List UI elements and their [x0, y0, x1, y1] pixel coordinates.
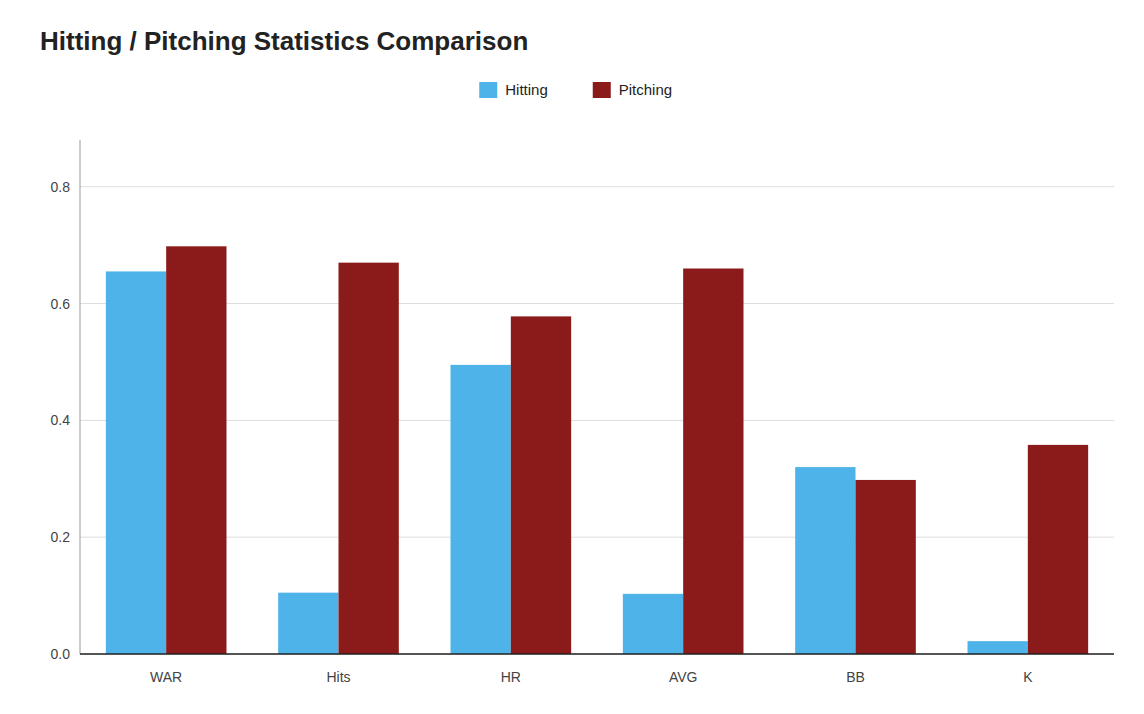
y-axis-line	[80, 140, 81, 654]
x-tick-label: HR	[501, 669, 521, 685]
x-tick-label: BB	[846, 669, 865, 685]
bar	[968, 641, 1028, 654]
y-tick-label: 0.2	[51, 529, 71, 545]
grid	[80, 187, 1114, 654]
bar	[511, 316, 571, 654]
bar	[623, 594, 683, 654]
bar	[339, 263, 399, 654]
bar	[1028, 445, 1088, 654]
bar	[683, 269, 743, 655]
bar	[795, 467, 855, 654]
y-tick-label: 0.8	[51, 179, 71, 195]
title: Hitting / Pitching Statistics Comparison	[40, 26, 528, 56]
bar	[106, 271, 166, 654]
y-tick-label: 0.6	[51, 296, 71, 312]
x-tick-label: AVG	[669, 669, 698, 685]
x-tick-label: Hits	[326, 669, 350, 685]
bars	[106, 246, 1088, 654]
y-tick-label: 0.4	[51, 412, 71, 428]
legend-label: Hitting	[505, 81, 548, 98]
legend-swatch	[593, 82, 611, 98]
bar	[856, 480, 916, 654]
bar	[278, 593, 338, 654]
legend-label: Pitching	[619, 81, 672, 98]
grid-line	[80, 186, 1114, 187]
grid-line	[80, 420, 1114, 421]
x-tick-label: WAR	[150, 669, 182, 685]
chart-svg: Hitting / Pitching Statistics Comparison…	[0, 0, 1144, 714]
bar	[166, 246, 226, 654]
grid-line	[80, 303, 1114, 304]
legend-swatch	[479, 82, 497, 98]
bar	[451, 365, 511, 654]
x-tick-label: K	[1023, 669, 1033, 685]
chart-container: Hitting / Pitching Statistics Comparison…	[0, 0, 1144, 714]
grid-line	[80, 654, 1114, 655]
legend: Hitting Pitching	[479, 81, 672, 98]
grid-line	[80, 537, 1114, 538]
y-tick-label: 0.0	[51, 646, 71, 662]
x-axis-line	[80, 653, 1114, 655]
